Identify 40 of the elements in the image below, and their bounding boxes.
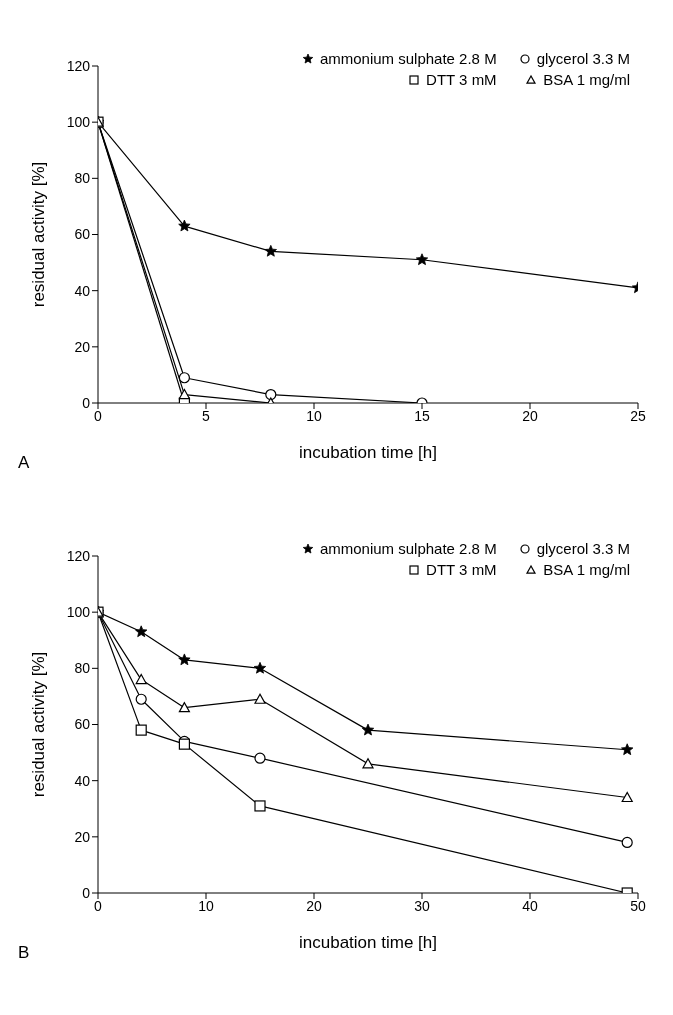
legend-label: BSA 1 mg/ml — [543, 561, 630, 578]
y-tick-label: 120 — [66, 57, 91, 74]
x-tick-label: 25 — [630, 407, 646, 424]
y-tick-label: 20 — [74, 828, 91, 845]
x-tick-label: 30 — [414, 897, 430, 914]
y-axis-title: residual activity [%] — [29, 161, 49, 308]
x-tick-label: 50 — [630, 897, 646, 914]
y-tick-label: 20 — [74, 338, 91, 355]
legend-label: ammonium sulphate 2.8 M — [319, 50, 497, 67]
x-tick-label: 10 — [306, 407, 322, 424]
x-axis-title: incubation time [h] — [299, 443, 437, 462]
y-tick-label: 80 — [74, 170, 91, 187]
x-axis-title: incubation time [h] — [299, 933, 437, 952]
y-tick-label: 100 — [66, 604, 91, 621]
x-tick-label: 20 — [306, 897, 322, 914]
legend-label: glycerol 3.3 M — [536, 50, 630, 67]
y-tick-label: 0 — [82, 884, 91, 901]
y-tick-label: 100 — [66, 114, 91, 131]
y-tick-label: 80 — [74, 660, 91, 677]
legend-label: BSA 1 mg/ml — [543, 71, 630, 88]
y-tick-label: 40 — [74, 282, 91, 299]
legend-label: DTT 3 mM — [426, 561, 497, 578]
y-tick-label: 120 — [66, 547, 91, 564]
y-tick-label: 0 — [82, 394, 91, 411]
x-tick-label: 10 — [198, 897, 214, 914]
y-tick-label: 40 — [74, 772, 91, 789]
y-axis-title: residual activity [%] — [29, 651, 49, 798]
legend-label: glycerol 3.3 M — [536, 540, 630, 557]
y-tick-label: 60 — [74, 226, 91, 243]
legend-label: DTT 3 mM — [426, 71, 497, 88]
x-tick-label: 5 — [202, 407, 211, 424]
x-tick-label: 40 — [522, 897, 538, 914]
text: A — [18, 453, 30, 473]
x-tick-label: 15 — [414, 407, 430, 424]
y-tick-label: 60 — [74, 716, 91, 733]
legend-label: ammonium sulphate 2.8 M — [319, 540, 497, 557]
x-tick-label: 0 — [94, 897, 103, 914]
x-tick-label: 20 — [522, 407, 538, 424]
text: B — [18, 943, 30, 963]
x-tick-label: 0 — [94, 407, 103, 424]
